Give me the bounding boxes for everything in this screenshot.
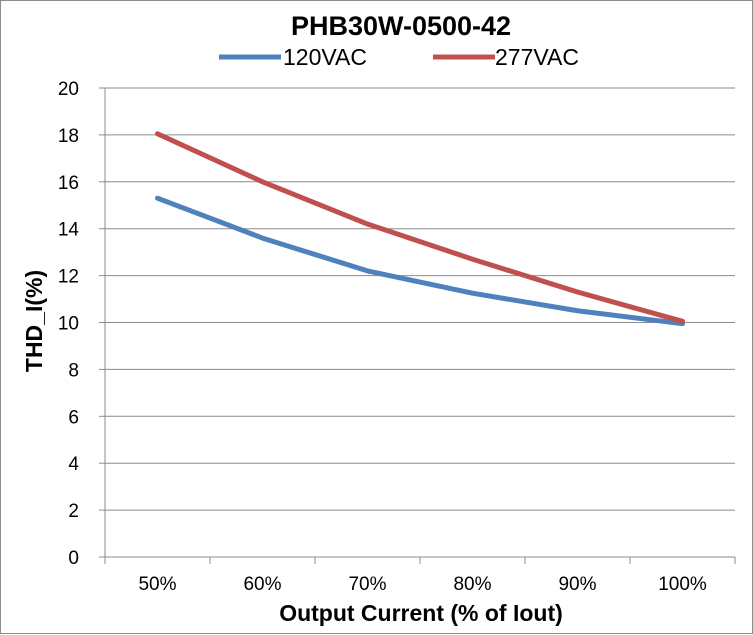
x-tick-label: 60%: [243, 574, 281, 595]
y-tick-label: 14: [58, 220, 80, 241]
y-tick-label: 18: [58, 126, 79, 147]
x-tick-label: 70%: [348, 574, 386, 595]
y-tick-label: 16: [58, 173, 79, 194]
x-axis-title: Output Current (% of Iout): [279, 600, 563, 626]
series-line-277vac: [155, 131, 685, 324]
y-tick-label: 0: [68, 548, 79, 569]
y-tick-label: 10: [58, 314, 79, 335]
y-tick-labels: 0 2 4 6 8 10 12 14 16 18 20: [58, 79, 80, 569]
series-lines: [155, 131, 685, 327]
y-axis-title: THD_I(%): [21, 270, 47, 372]
y-tick-label: 8: [68, 360, 79, 381]
legend-label-120vac: 120VAC: [283, 44, 367, 70]
y-tick-label: 20: [58, 79, 79, 100]
x-tick-label: 90%: [558, 574, 596, 595]
legend: 120VAC 277VAC: [219, 44, 579, 70]
y-tick-label: 2: [68, 501, 79, 522]
chart-title: PHB30W-0500-42: [291, 11, 511, 41]
series-line-120vac: [155, 195, 685, 327]
y-tick-label: 12: [58, 267, 79, 288]
x-tick-label: 50%: [138, 574, 176, 595]
gridlines: [105, 87, 735, 511]
x-tick-labels: 50% 60% 70% 80% 90% 100%: [138, 574, 706, 595]
x-tick-label: 100%: [658, 574, 707, 595]
y-tick-label: 4: [68, 454, 79, 475]
y-tick-label: 6: [68, 407, 79, 428]
axes: [99, 87, 736, 564]
legend-label-277vac: 277VAC: [495, 44, 579, 70]
x-tick-label: 80%: [453, 574, 491, 595]
